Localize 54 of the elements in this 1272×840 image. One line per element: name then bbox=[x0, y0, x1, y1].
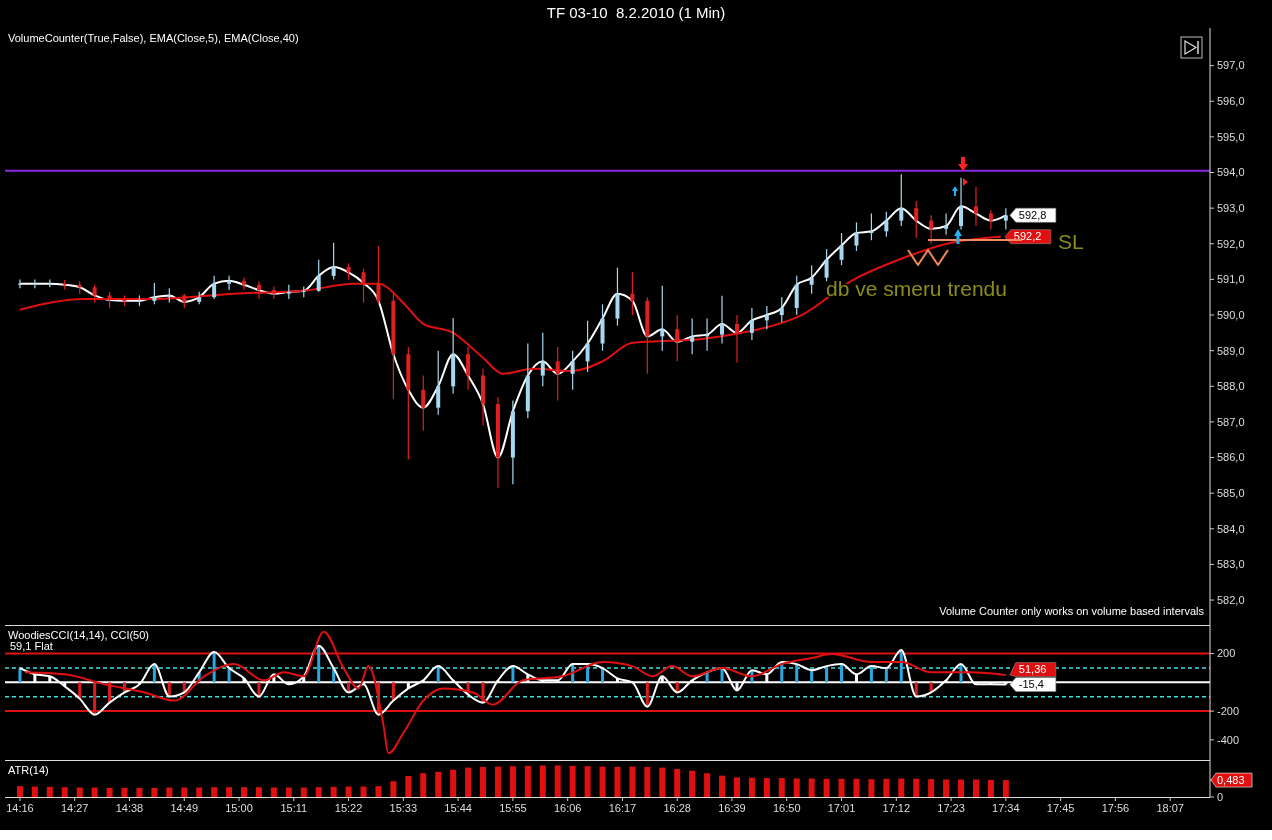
annotation: 59,1 Flat bbox=[10, 640, 53, 652]
y-tick-label: 592,0 bbox=[1217, 237, 1245, 250]
y-tick-label: 587,0 bbox=[1217, 415, 1245, 428]
x-tick-label: 17:45 bbox=[1046, 802, 1075, 814]
x-tick-label: 14:27 bbox=[60, 802, 89, 814]
x-tick-label: 15:11 bbox=[280, 802, 308, 814]
y-tick-label: -200 bbox=[1217, 704, 1240, 717]
chart-title: WoodiesCCI(14,14), CCI(50) bbox=[8, 629, 150, 641]
x-tick-label: 14:49 bbox=[170, 802, 199, 814]
y-tick-label: -400 bbox=[1217, 733, 1240, 746]
y-tick-label: 586,0 bbox=[1217, 451, 1245, 464]
x-tick-label: 15:33 bbox=[389, 802, 418, 814]
x-tick-label: 16:17 bbox=[608, 802, 637, 814]
y-tick-label: 595,0 bbox=[1217, 130, 1245, 143]
y-tick-label: 590,0 bbox=[1217, 308, 1245, 321]
data-label: 592,2 bbox=[1013, 230, 1042, 243]
y-tick-label: 591,0 bbox=[1217, 273, 1245, 286]
x-tick-label: 17:34 bbox=[992, 802, 1020, 814]
y-tick-label: 0 bbox=[1217, 790, 1224, 803]
x-tick-label: 15:44 bbox=[444, 802, 472, 814]
chart-title: ATR(14) bbox=[8, 764, 49, 776]
y-tick-label: 585,0 bbox=[1217, 487, 1245, 500]
x-tick-label: 16:28 bbox=[663, 802, 691, 814]
x-tick-label: 16:06 bbox=[553, 802, 582, 814]
x-tick-label: 16:39 bbox=[718, 802, 746, 814]
x-tick-label: 17:12 bbox=[882, 802, 911, 814]
y-tick-label: 596,0 bbox=[1217, 95, 1245, 108]
data-label: 51,36 bbox=[1018, 663, 1047, 676]
y-tick-label: 583,0 bbox=[1217, 558, 1245, 571]
y-tick-label: 588,0 bbox=[1217, 380, 1245, 393]
x-tick-label: 15:22 bbox=[334, 802, 363, 814]
annotation: Volume Counter only works on volume based intervals bbox=[939, 605, 1205, 617]
x-tick-label: 18:07 bbox=[1156, 802, 1184, 814]
y-tick-label: 593,0 bbox=[1217, 201, 1245, 214]
chart-subtitle: VolumeCounter(True,False), EMA(Close,5), EMA(Close,40) bbox=[8, 32, 299, 44]
x-tick-label: 17:56 bbox=[1101, 802, 1130, 814]
data-label: 592,8 bbox=[1018, 209, 1047, 222]
data-label: -15,4 bbox=[1018, 678, 1044, 691]
annotation: SL bbox=[1058, 230, 1084, 254]
x-tick-label: 15:55 bbox=[499, 802, 527, 814]
x-tick-label: 17:23 bbox=[937, 802, 965, 814]
y-tick-label: 0,483 bbox=[1217, 773, 1245, 786]
y-tick-label: 582,0 bbox=[1217, 593, 1245, 606]
x-tick-label: 16:50 bbox=[772, 802, 801, 814]
chart-title: TF 03-10 8.2.2010 (1 Min) bbox=[546, 4, 726, 21]
y-tick-label: 200 bbox=[1217, 647, 1236, 660]
x-tick-label: 15:00 bbox=[225, 802, 253, 814]
x-tick-label: 14:38 bbox=[115, 802, 144, 814]
y-tick-label: 594,0 bbox=[1217, 166, 1245, 179]
x-tick-label: 14:16 bbox=[6, 802, 34, 814]
y-tick-label: 589,0 bbox=[1217, 344, 1245, 357]
x-tick-label: 17:01 bbox=[827, 802, 856, 814]
y-tick-label: 597,0 bbox=[1217, 59, 1245, 72]
y-tick-label: 584,0 bbox=[1217, 522, 1245, 535]
